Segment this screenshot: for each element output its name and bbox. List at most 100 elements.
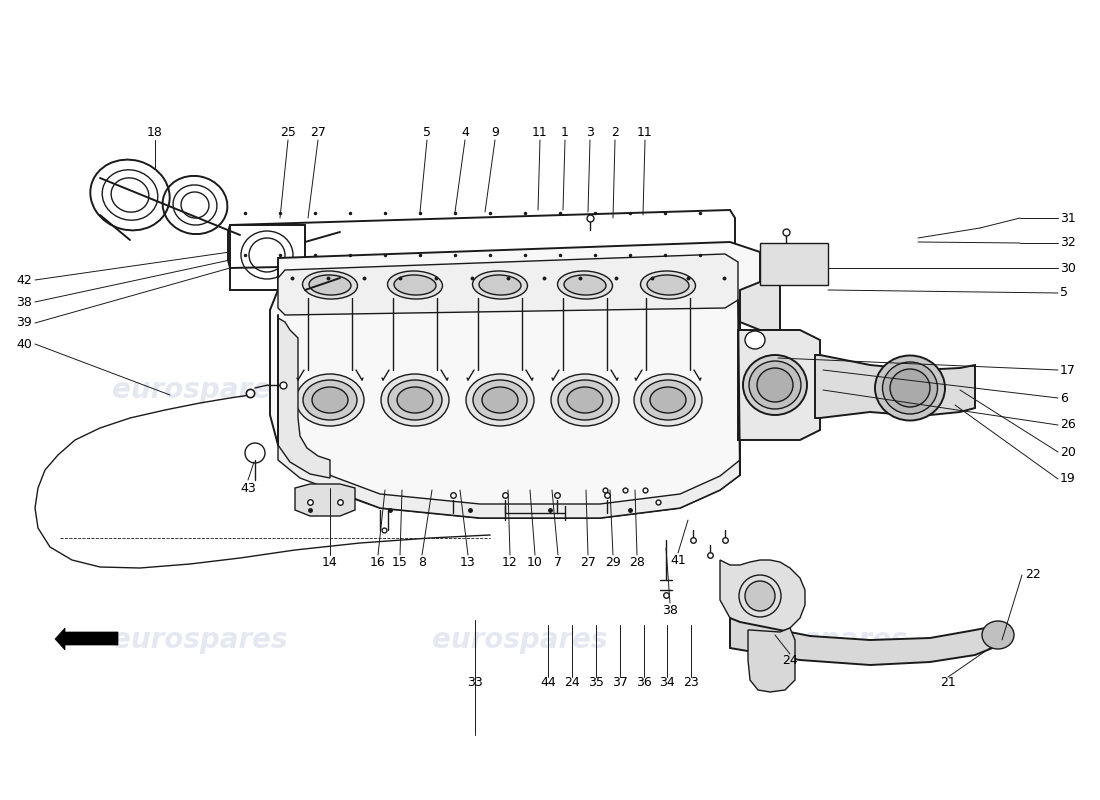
Text: 18: 18 [147,126,163,139]
Ellipse shape [634,374,702,426]
Polygon shape [740,282,780,330]
Text: 19: 19 [1060,473,1076,486]
Ellipse shape [302,271,358,299]
Ellipse shape [466,374,534,426]
Ellipse shape [309,275,351,295]
Text: eurospares: eurospares [112,376,288,404]
Text: 22: 22 [1025,569,1041,582]
Polygon shape [738,330,820,440]
Ellipse shape [388,380,442,420]
Ellipse shape [566,387,603,413]
Ellipse shape [982,621,1014,649]
Ellipse shape [650,387,686,413]
Ellipse shape [745,331,764,349]
Ellipse shape [387,271,442,299]
Ellipse shape [745,581,776,611]
Polygon shape [720,560,805,632]
Text: 28: 28 [629,555,645,569]
Text: 35: 35 [588,677,604,690]
Text: 15: 15 [392,555,408,569]
Ellipse shape [397,387,433,413]
Text: 9: 9 [491,126,499,139]
Text: 29: 29 [605,555,620,569]
Text: 21: 21 [940,677,956,690]
Text: 43: 43 [240,482,256,494]
Text: 36: 36 [636,677,652,690]
Text: 16: 16 [370,555,386,569]
Polygon shape [730,618,1000,665]
Ellipse shape [312,387,348,413]
Ellipse shape [749,361,801,409]
Ellipse shape [558,271,613,299]
Text: 41: 41 [670,554,686,566]
Text: 25: 25 [280,126,296,139]
Bar [230,225,305,290]
Ellipse shape [757,368,793,402]
Text: 10: 10 [527,555,543,569]
Text: 5: 5 [1060,286,1068,299]
Text: 27: 27 [580,555,596,569]
Text: eurospares: eurospares [112,626,288,654]
Polygon shape [278,445,740,518]
Text: 26: 26 [1060,418,1076,431]
Text: 11: 11 [637,126,653,139]
Text: 7: 7 [554,555,562,569]
Ellipse shape [551,374,619,426]
Text: 12: 12 [502,555,518,569]
Text: 2: 2 [612,126,619,139]
Ellipse shape [874,355,945,421]
Bar [760,243,828,285]
Text: 23: 23 [683,677,698,690]
Text: 27: 27 [310,126,326,139]
Text: 24: 24 [564,677,580,690]
Text: 11: 11 [532,126,548,139]
Polygon shape [278,254,738,315]
Text: 17: 17 [1060,363,1076,377]
Text: 33: 33 [468,677,483,690]
Ellipse shape [473,271,528,299]
Polygon shape [815,355,975,418]
Text: 1: 1 [561,126,569,139]
Text: 34: 34 [659,677,675,690]
Ellipse shape [473,380,527,420]
Ellipse shape [647,275,689,295]
Text: 44: 44 [540,677,556,690]
Text: 20: 20 [1060,446,1076,458]
Text: 38: 38 [662,603,678,617]
Text: 40: 40 [16,338,32,350]
Ellipse shape [890,369,930,407]
Ellipse shape [296,374,364,426]
Ellipse shape [742,355,807,415]
Ellipse shape [394,275,436,295]
Text: eurospares: eurospares [733,376,908,404]
Text: 37: 37 [612,677,628,690]
Text: 39: 39 [16,317,32,330]
Ellipse shape [558,380,612,420]
Ellipse shape [482,387,518,413]
Polygon shape [55,628,118,650]
Polygon shape [270,242,760,518]
Polygon shape [295,484,355,516]
Ellipse shape [640,271,695,299]
Text: 24: 24 [782,654,797,666]
Ellipse shape [882,362,937,414]
Text: 42: 42 [16,274,32,286]
Ellipse shape [564,275,606,295]
Text: 31: 31 [1060,211,1076,225]
Polygon shape [748,628,795,692]
Ellipse shape [302,380,358,420]
Text: 14: 14 [322,555,338,569]
Text: 6: 6 [1060,391,1068,405]
Text: 38: 38 [16,295,32,309]
Text: 13: 13 [460,555,476,569]
Ellipse shape [478,275,521,295]
Text: 4: 4 [461,126,469,139]
Text: 30: 30 [1060,262,1076,274]
Text: eurospares: eurospares [733,626,908,654]
Ellipse shape [381,374,449,426]
Polygon shape [278,318,330,478]
Text: eurospares: eurospares [432,376,607,404]
Text: 5: 5 [424,126,431,139]
Text: 3: 3 [586,126,594,139]
Text: 32: 32 [1060,237,1076,250]
